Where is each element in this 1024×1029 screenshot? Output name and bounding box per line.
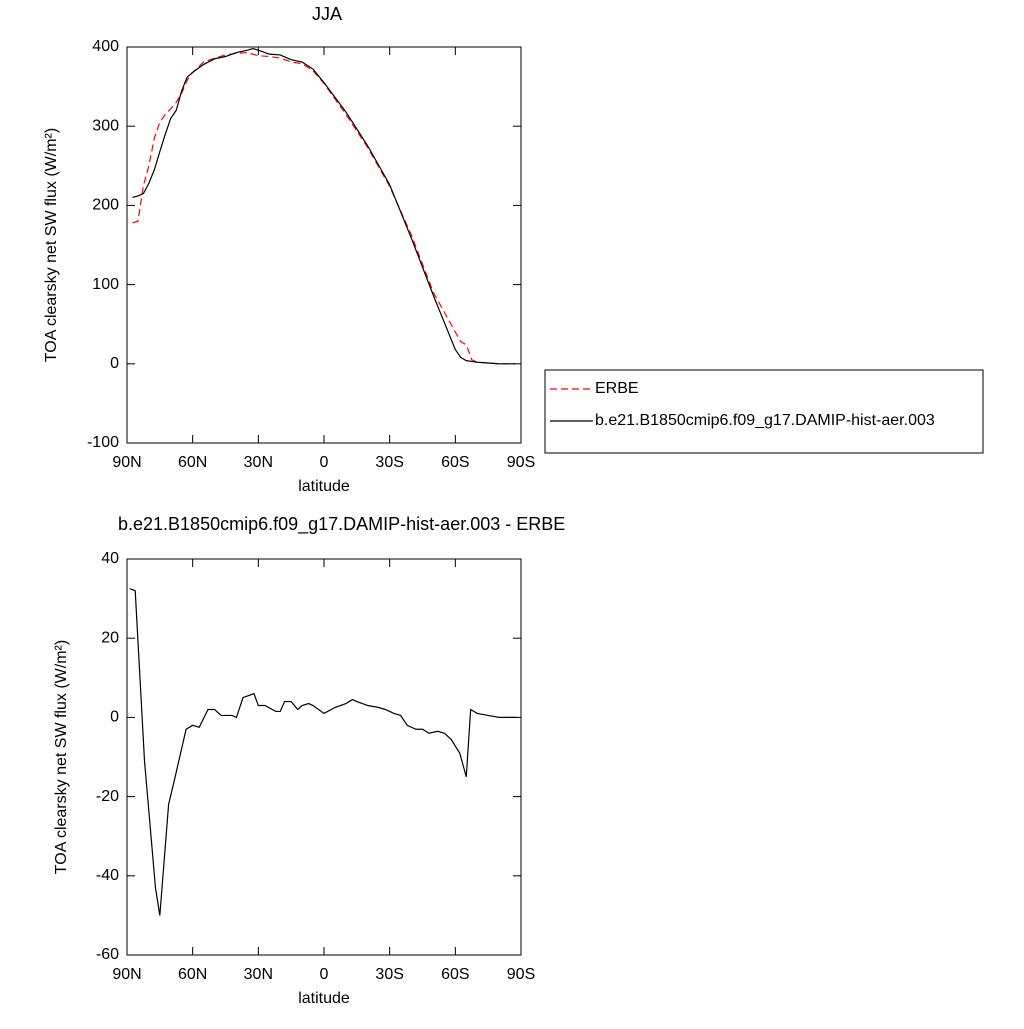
legend-label: b.e21.B1850cmip6.f09_g17.DAMIP-hist-aer.…	[595, 412, 935, 429]
y-tick-label: 40	[101, 550, 119, 567]
y-tick-label: 20	[101, 629, 119, 646]
x-axis-label: latitude	[298, 478, 350, 495]
x-tick-label: 60N	[178, 966, 207, 983]
y-tick-label: -40	[96, 867, 119, 884]
y-tick-label: 300	[92, 117, 119, 134]
x-tick-label: 30N	[244, 966, 273, 983]
x-tick-label: 90N	[112, 966, 141, 983]
x-tick-label: 90S	[507, 966, 535, 983]
x-tick-label: 0	[320, 454, 329, 471]
y-axis-label: TOA clearsky net SW flux (W/m²)	[43, 128, 60, 362]
x-tick-label: 0	[320, 966, 329, 983]
y-tick-label: 0	[110, 709, 119, 726]
plot-frame	[126, 558, 522, 956]
chart-title: JJA	[312, 4, 342, 24]
y-tick-label: 400	[92, 38, 119, 55]
data-line	[132, 47, 516, 365]
legend-box	[544, 369, 984, 454]
x-tick-label: 60S	[441, 966, 469, 983]
x-tick-label: 30S	[375, 966, 403, 983]
y-tick-label: 0	[110, 355, 119, 372]
x-tick-label: 90S	[507, 454, 535, 471]
y-tick-label: -20	[96, 788, 119, 805]
chart-title: b.e21.B1850cmip6.f09_g17.DAMIP-hist-aer.…	[118, 514, 565, 535]
plot-frame	[126, 46, 522, 444]
y-axis-label: TOA clearsky net SW flux (W/m²)	[53, 640, 70, 874]
legend-label: ERBE	[595, 380, 639, 397]
y-tick-label: 200	[92, 197, 119, 214]
x-tick-label: 30N	[244, 454, 273, 471]
x-tick-label: 90N	[112, 454, 141, 471]
y-tick-label: -100	[87, 434, 119, 451]
data-line	[129, 588, 517, 916]
x-tick-label: 30S	[375, 454, 403, 471]
data-line	[132, 51, 516, 365]
y-tick-label: 100	[92, 276, 119, 293]
x-tick-label: 60N	[178, 454, 207, 471]
x-tick-label: 60S	[441, 454, 469, 471]
x-axis-label: latitude	[298, 990, 350, 1007]
y-tick-label: -60	[96, 946, 119, 963]
